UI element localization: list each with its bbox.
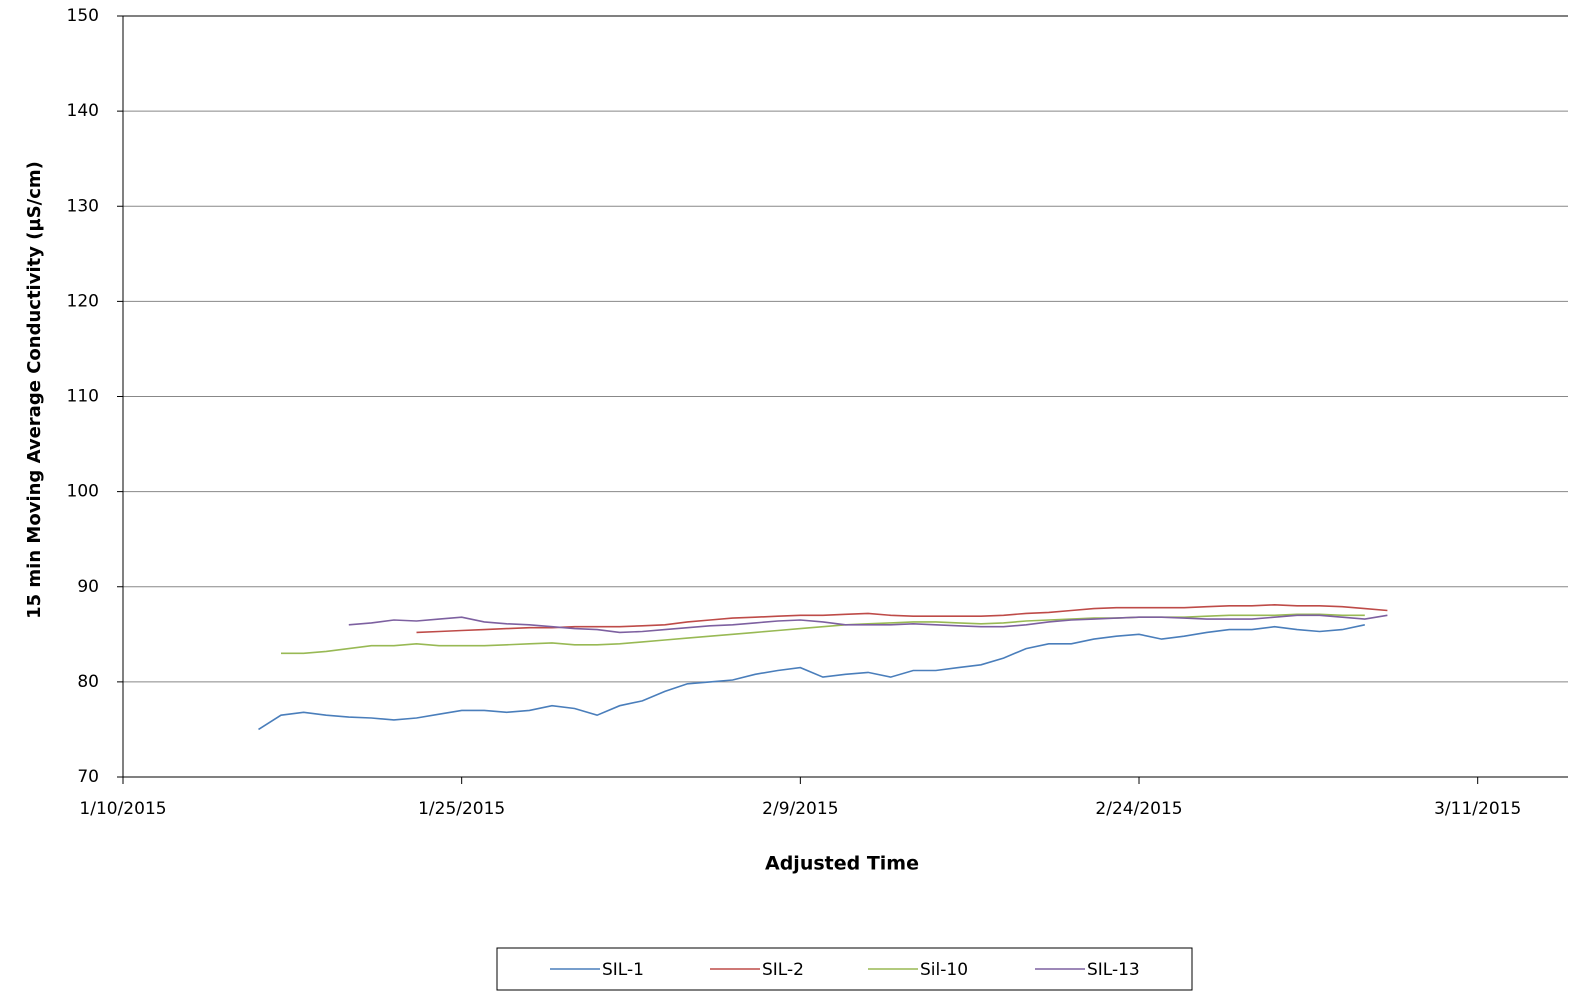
y-tick-label: 100 <box>67 482 99 502</box>
legend-label: Sil-10 <box>920 960 968 980</box>
x-tick-label: 3/11/2015 <box>1434 799 1521 819</box>
y-tick-label: 130 <box>67 196 99 216</box>
legend-label: SIL-13 <box>1087 960 1140 980</box>
y-tick-label: 140 <box>67 101 99 121</box>
series-line <box>416 603 1388 634</box>
series-line <box>348 614 1388 634</box>
y-axis-title: 15 min Moving Average Conductivity (µS/c… <box>24 161 45 619</box>
x-axis-title: Adjusted Time <box>765 853 919 875</box>
y-tick-label: 80 <box>77 672 99 692</box>
x-tick-label: 2/9/2015 <box>762 799 838 819</box>
x-tick-label: 1/25/2015 <box>418 799 505 819</box>
x-tick-label: 1/10/2015 <box>79 799 166 819</box>
legend-label: SIL-1 <box>602 960 644 980</box>
y-tick-label: 70 <box>77 767 99 787</box>
y-tick-label: 120 <box>67 291 99 311</box>
series-line <box>258 624 1365 731</box>
x-tick-label: 2/24/2015 <box>1095 799 1182 819</box>
y-tick-label: 90 <box>77 577 99 597</box>
y-tick-label: 110 <box>67 387 99 407</box>
y-tick-label: 150 <box>67 6 99 26</box>
series-line <box>281 613 1365 655</box>
legend-label: SIL-2 <box>762 960 804 980</box>
